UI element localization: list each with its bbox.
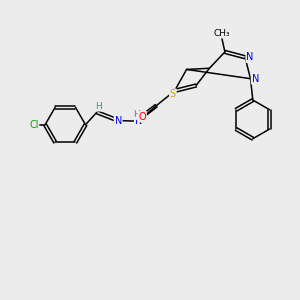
Text: O: O [139,112,146,122]
Text: H: H [95,102,102,111]
Text: N: N [115,116,122,126]
Text: H: H [134,110,140,119]
Text: N: N [135,116,142,126]
Text: N: N [246,52,254,62]
Text: Cl: Cl [29,120,38,130]
Text: N: N [251,74,259,84]
Text: S: S [170,89,176,99]
Text: CH₃: CH₃ [214,29,230,38]
